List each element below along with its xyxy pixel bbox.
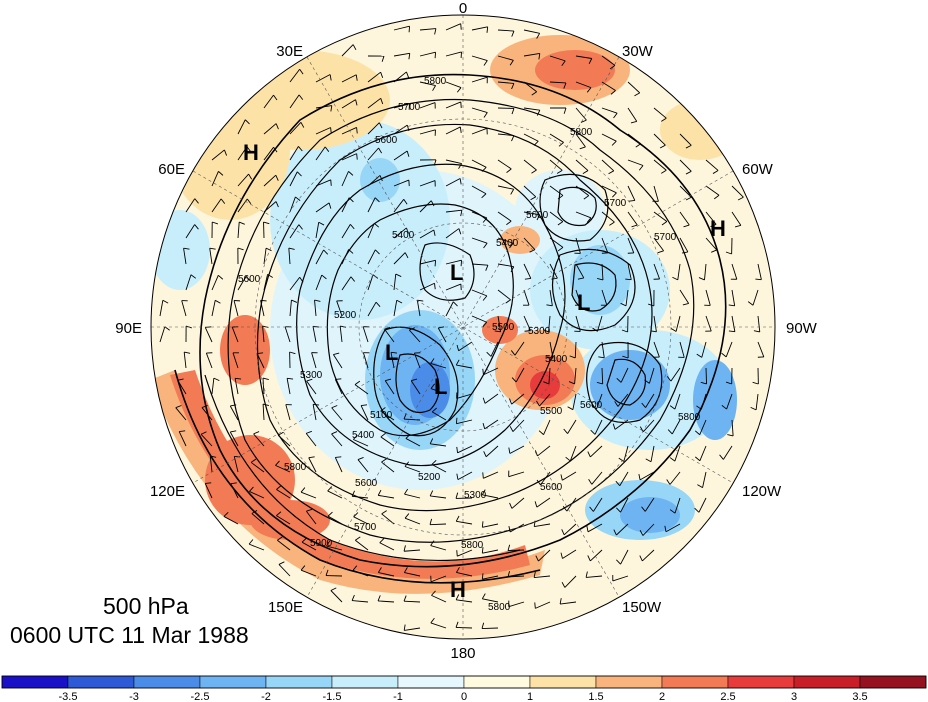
colorbar-swatch [595, 675, 663, 689]
contour-label: 5300 [464, 490, 487, 501]
contour-label: 5400 [352, 430, 375, 441]
low-pressure-center: L [385, 340, 398, 365]
longitude-label-120w: 120W [742, 483, 782, 500]
contour-label: 5700 [604, 198, 627, 209]
low-pressure-center: L [450, 260, 463, 285]
contour-label: 5800 [461, 540, 484, 551]
low-pressure-center: L [434, 374, 447, 399]
longitude-label-180: 180 [450, 645, 475, 662]
colorbar-swatch [1, 675, 69, 689]
longitude-label-60e: 60E [158, 161, 185, 178]
colorbar-swatch [199, 675, 267, 689]
colorbar-swatch [265, 675, 333, 689]
colorbar-tick-label: -2.5 [191, 691, 210, 702]
contour-label: 5200 [418, 472, 441, 483]
colorbar-swatch [463, 675, 531, 689]
colorbar-swatch [727, 675, 795, 689]
contour-label: 5600 [540, 482, 563, 493]
longitude-label-90w: 90W [786, 320, 818, 337]
colorbar-swatch [661, 675, 729, 689]
colorbar-tick-label: 2 [659, 691, 665, 702]
colorbar: -3.5 -3 -2.5 -2 -1.5 -1 0 1 1.5 2 2.5 3 3.5 [1, 675, 927, 702]
contour-labels: 5800 5700 5600 5400 5800 5600 5700 5400 … [238, 76, 701, 613]
colorbar-tick-labels: -3.5 -3 -2.5 -2 -1.5 -1 0 1 1.5 2 2.5 3 3.5 [59, 691, 868, 702]
longitude-label-30w: 30W [622, 43, 654, 60]
contour-label: 5600 [355, 478, 378, 489]
contour-label: 5400 [496, 238, 519, 249]
contour-label: 5700 [654, 232, 677, 243]
wind-barbs [159, 23, 765, 631]
colorbar-tick-label: 1.5 [588, 691, 603, 702]
contour-label: 5800 [424, 76, 447, 87]
colorbar-tick-label: -1.5 [323, 691, 342, 702]
contour-label: 5800 [678, 412, 701, 423]
contour-label: 5500 [540, 406, 563, 417]
colorbar-tick-label: -3 [129, 691, 139, 702]
colorbar-swatch [397, 675, 465, 689]
datetime-title: 0600 UTC 11 Mar 1988 [10, 622, 249, 648]
colorbar-swatch [529, 675, 597, 689]
contour-label: 5700 [354, 522, 377, 533]
longitude-label-150e: 150E [268, 599, 303, 616]
high-pressure-center: H [243, 140, 259, 165]
high-pressure-center: H [710, 216, 726, 241]
contour-label: 5400 [545, 354, 568, 365]
longitude-label-0: 0 [459, 0, 467, 17]
contour-label: 5500 [492, 322, 515, 333]
colorbar-tick-label: -2 [261, 691, 271, 702]
contour-label: 5600 [526, 210, 549, 221]
colorbar-tick-label: 0 [461, 691, 467, 702]
longitude-labels: 0 30W 60W 90W 120W 150W 180 150E 120E 90… [115, 0, 817, 662]
high-pressure-center: H [450, 577, 466, 602]
colorbar-swatch [67, 675, 135, 689]
colorbar-swatches [1, 675, 927, 689]
longitude-label-90e: 90E [115, 320, 142, 337]
contour-label: 5600 [375, 135, 398, 146]
longitude-label-60w: 60W [742, 161, 774, 178]
colorbar-tick-label: -1 [393, 691, 403, 702]
colorbar-tick-label: 3.5 [852, 691, 867, 702]
contour-label: 5800 [284, 462, 307, 473]
colorbar-tick-label: -3.5 [59, 691, 78, 702]
level-title: 500 hPa [103, 593, 189, 619]
colorbar-tick-label: 2.5 [720, 691, 735, 702]
contour-label: 5200 [334, 310, 357, 321]
contour-label: 5100 [370, 410, 393, 421]
contour-label: 5600 [238, 274, 261, 285]
contour-label: 5900 [310, 538, 333, 549]
contour-label: 5300 [300, 370, 323, 381]
colorbar-swatch [859, 675, 927, 689]
colorbar-swatch [793, 675, 861, 689]
colorbar-tick-label: 1 [527, 691, 533, 702]
low-pressure-center: L [577, 290, 590, 315]
longitude-label-120e: 120E [150, 483, 185, 500]
graticule [151, 15, 775, 639]
contour-label: 5800 [488, 602, 511, 613]
longitude-label-150w: 150W [622, 599, 662, 616]
colorbar-swatch [331, 675, 399, 689]
pressure-centers: H H H L L L L [243, 140, 726, 602]
contour-label: 5700 [398, 102, 421, 113]
contour-label: 5400 [392, 230, 415, 241]
contour-label: 5300 [528, 326, 551, 337]
colorbar-tick-label: 3 [791, 691, 797, 702]
longitude-label-30e: 30E [276, 43, 303, 60]
contour-label: 5600 [580, 400, 603, 411]
map-boundary [150, 14, 776, 640]
colorbar-swatch [133, 675, 201, 689]
contour-label: 5800 [570, 127, 593, 138]
